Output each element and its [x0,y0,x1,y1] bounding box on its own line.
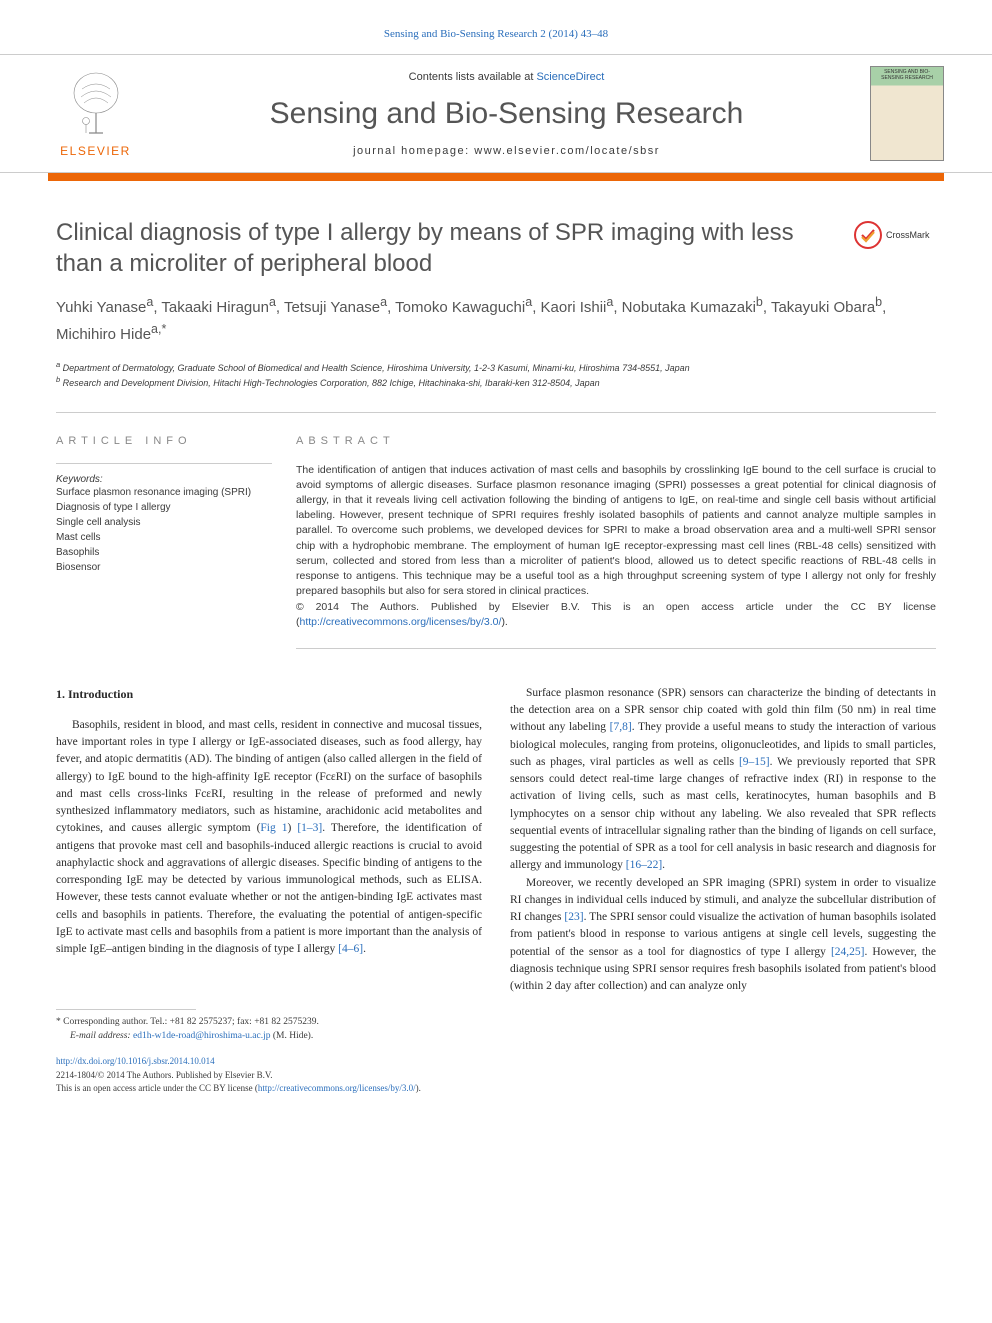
issn-line: 2214-1804/© 2014 The Authors. Published … [56,1070,273,1080]
keyword-item: Diagnosis of type I allergy [56,500,272,515]
abstract-heading: ABSTRACT [296,435,936,447]
affiliation-a: a Department of Dermatology, Graduate Sc… [56,360,936,375]
abstract-body: The identification of antigen that induc… [296,464,936,598]
info-abstract-row: ARTICLE INFO Keywords: Surface plasmon r… [56,412,936,649]
keywords-list: Surface plasmon resonance imaging (SPRI)… [56,485,272,575]
affiliation-b: b Research and Development Division, Hit… [56,375,936,390]
keyword-item: Surface plasmon resonance imaging (SPRI) [56,485,272,500]
abstract-text: The identification of antigen that induc… [296,463,936,630]
body-column-left: 1. Introduction Basophils, resident in b… [56,685,482,996]
contents-available: Contents lists available at ScienceDirec… [143,71,870,83]
elsevier-tree-icon [65,69,127,141]
journal-cover-text: SENSING AND BIO-SENSING RESEARCH [871,67,943,83]
keyword-item: Biosensor [56,560,272,575]
corresponding-email-link[interactable]: ed1h-w1de-road@hiroshima-u.ac.jp [133,1031,270,1041]
journal-homepage[interactable]: journal homepage: www.elsevier.com/locat… [143,145,870,157]
abstract-license-close: ). [501,616,507,628]
license-line: This is an open access article under the… [56,1083,258,1093]
orange-divider-bar [48,173,944,181]
article-info-column: ARTICLE INFO Keywords: Surface plasmon r… [56,435,296,649]
article-info-heading: ARTICLE INFO [56,435,272,447]
body-column-right: Surface plasmon resonance (SPR) sensors … [510,685,936,996]
sciencedirect-link[interactable]: ScienceDirect [536,71,604,83]
keyword-item: Single cell analysis [56,515,272,530]
body-paragraph: Moreover, we recently developed an SPR i… [510,875,936,996]
article-title: Clinical diagnosis of type I allergy by … [56,217,836,279]
abstract-column: ABSTRACT The identification of antigen t… [296,435,936,649]
article-body: 1. Introduction Basophils, resident in b… [0,649,992,996]
body-paragraph: Surface plasmon resonance (SPR) sensors … [510,685,936,875]
email-label: E-mail address: [70,1031,133,1041]
crossmark-badge[interactable]: CrossMark [854,221,936,249]
email-name: (M. Hide). [270,1031,313,1041]
journal-citation-link[interactable]: Sensing and Bio-Sensing Research 2 (2014… [0,0,992,54]
authors-list: Yuhki Yanasea, Takaaki Hiraguna, Tetsuji… [56,293,936,346]
crossmark-text: CrossMark [886,230,930,240]
introduction-heading: 1. Introduction [56,685,482,703]
footer-license-link[interactable]: http://creativecommons.org/licenses/by/3… [258,1083,416,1093]
license-close: ). [416,1083,421,1093]
elsevier-text: ELSEVIER [60,144,131,158]
journal-header: ELSEVIER Contents lists available at Sci… [0,54,992,173]
keyword-item: Basophils [56,545,272,560]
journal-title: Sensing and Bio-Sensing Research [143,97,870,131]
crossmark-icon [854,221,882,249]
journal-cover-thumbnail[interactable]: SENSING AND BIO-SENSING RESEARCH [870,66,944,161]
affiliations: a Department of Dermatology, Graduate Sc… [56,360,936,389]
article-header-section: Clinical diagnosis of type I allergy by … [0,181,992,649]
body-paragraph: Basophils, resident in blood, and mast c… [56,717,482,959]
corresponding-label: * Corresponding author. Tel.: +81 82 257… [56,1016,936,1029]
doi-link[interactable]: http://dx.doi.org/10.1016/j.sbsr.2014.10… [56,1056,215,1066]
keywords-label: Keywords: [56,474,272,485]
corresponding-author: * Corresponding author. Tel.: +81 82 257… [0,1010,992,1043]
keyword-item: Mast cells [56,530,272,545]
contents-text: Contents lists available at [409,71,537,83]
journal-header-center: Contents lists available at ScienceDirec… [143,71,870,157]
abstract-license-link[interactable]: http://creativecommons.org/licenses/by/3… [300,616,502,628]
elsevier-logo[interactable]: ELSEVIER [48,61,143,166]
footer-info: http://dx.doi.org/10.1016/j.sbsr.2014.10… [0,1043,992,1124]
